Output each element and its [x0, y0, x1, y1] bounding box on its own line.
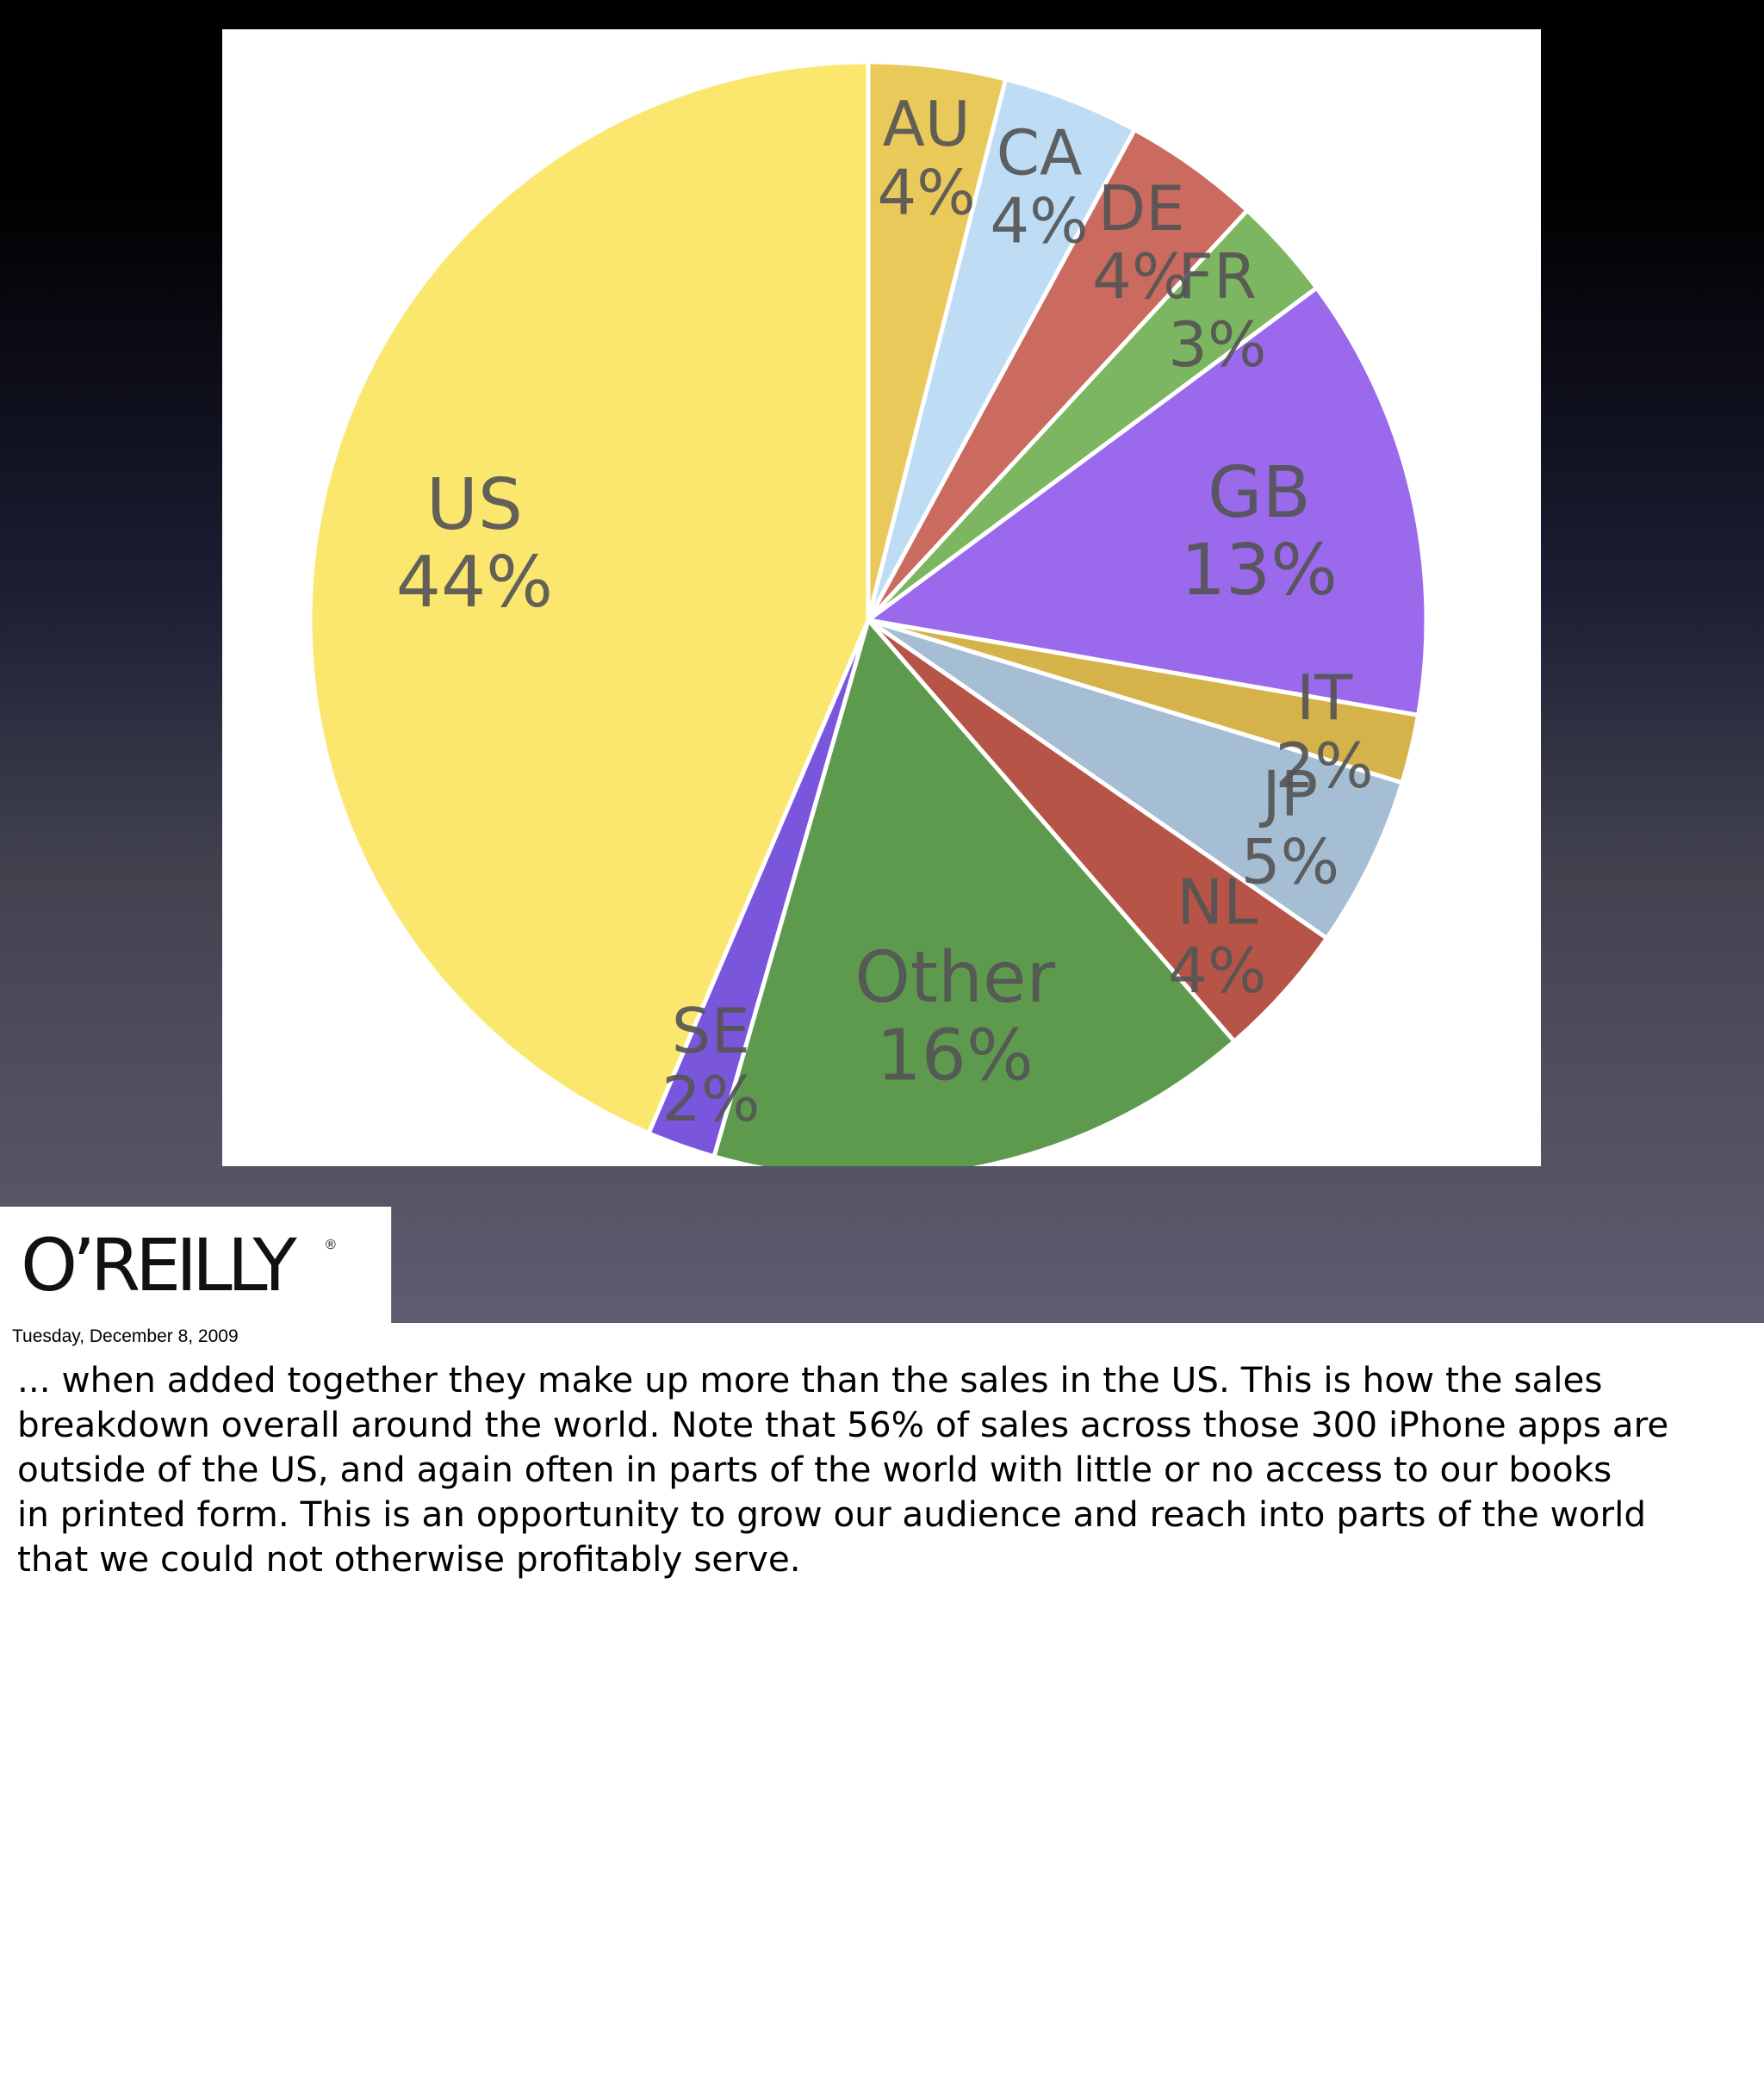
chart-panel: AU 4% CA 4% DE 4% FR 3% GB 13% IT 2% JP 5% NL 4% Other 16… [222, 29, 1541, 1166]
slice-label-se: SE [672, 995, 750, 1067]
slice-label-other: Other [854, 937, 1055, 1019]
slice-label-nl: NL [1177, 866, 1258, 939]
slice-label-it: IT [1296, 661, 1353, 734]
slice-value-gb: 13% [1181, 530, 1338, 612]
pie-labels: AU4%CA4% DE4%FR3%GB13%IT2%JP5%NL4%Other16… [396, 88, 1374, 1135]
slice-label-jp: JP [1259, 757, 1319, 829]
speaker-notes: ... when added together they make up mor… [17, 1357, 1757, 1581]
slice-value-jp: 5% [1241, 826, 1339, 898]
slice-label-de: DE [1098, 172, 1185, 245]
slide: AU 4% CA 4% DE 4% FR 3% GB 13% IT 2% JP 5% NL 4% Other 16… [0, 0, 1764, 1323]
pie-slices [307, 59, 1429, 1166]
slice-label-gb: GB [1208, 452, 1311, 534]
slice-value-nl: 4% [1168, 935, 1266, 1007]
pie-slice-gb [866, 285, 1429, 717]
slice-value-fr: 3% [1168, 308, 1266, 381]
pie-slice-us [307, 59, 871, 1136]
pie-slice-other [711, 618, 1237, 1166]
registered-mark: ® [326, 1238, 336, 1252]
slice-label-ca: CA [997, 116, 1083, 189]
notes-line: ... when added together they make up mor… [17, 1359, 1603, 1400]
slice-value-au: 4% [877, 156, 975, 228]
pie-chart: AU4%CA4% DE4%FR3%GB13%IT2%JP5%NL4%Other16… [307, 59, 1429, 1166]
notes-line: in printed form. This is an opportunity … [17, 1493, 1647, 1535]
notes-line: outside of the US, and again often in pa… [17, 1449, 1612, 1490]
pie-slice-jp [866, 618, 1405, 941]
slide-date: Tuesday, December 8, 2009 [12, 1326, 239, 1346]
notes-line: that we could not otherwise profitably s… [17, 1538, 801, 1580]
slice-value-de: 4% [1092, 240, 1190, 313]
slice-value-other: 16% [877, 1015, 1034, 1096]
logo-text: O’REILLY [21, 1223, 297, 1307]
slice-label-fr: FR [1178, 240, 1257, 313]
slice-value-us: 44% [396, 542, 553, 624]
notes-line: breakdown overall around the world. Note… [17, 1404, 1669, 1445]
oreilly-logo: O’REILLY ® [0, 1207, 392, 1323]
slice-label-us: US [426, 464, 523, 546]
slice-value-it: 2% [1275, 730, 1373, 802]
slice-value-ca: 4% [990, 185, 1088, 258]
slice-label-au: AU [883, 88, 971, 160]
slice-value-se: 2% [662, 1063, 760, 1135]
